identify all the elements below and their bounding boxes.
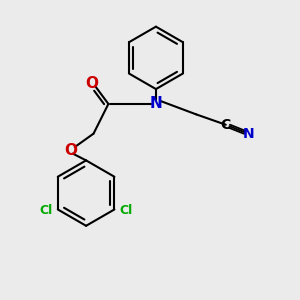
Text: C: C	[221, 118, 231, 132]
Text: Cl: Cl	[120, 204, 133, 218]
Text: N: N	[150, 96, 162, 111]
Text: Cl: Cl	[39, 204, 52, 218]
Text: O: O	[65, 142, 78, 158]
Text: N: N	[242, 127, 254, 141]
Text: O: O	[85, 76, 98, 91]
